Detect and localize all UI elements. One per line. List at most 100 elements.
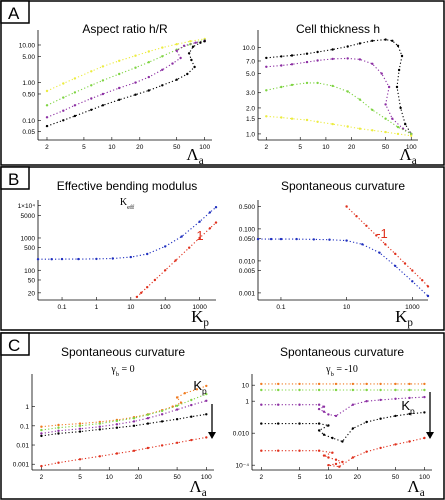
data-point-black	[277, 422, 280, 425]
data-point-green	[277, 388, 280, 392]
x-tick-label: 2	[45, 144, 49, 151]
series-line-green	[266, 82, 412, 135]
kp-arrow-label: Kp	[401, 398, 415, 416]
data-point-purple	[358, 58, 362, 61]
x-tick-label: 2	[40, 474, 44, 481]
x-tick-label: 10	[108, 144, 116, 151]
chart-spontaneous-curvature-b: 0.1 10 1000 0.001 0.005 0.010 0.050 0.100 0.500 S…	[239, 179, 430, 329]
kp-arrow-head	[426, 432, 434, 439]
y-tick-label: 100	[24, 268, 35, 275]
panel-b-label: B	[8, 170, 19, 189]
data-point-green	[394, 388, 397, 392]
data-point-red	[132, 449, 136, 452]
x-tick-label: 20	[135, 474, 143, 481]
panel-b-tab	[0, 166, 30, 190]
y-tick-label: 1	[245, 399, 249, 406]
panel-c-frame	[0, 332, 445, 500]
x-tick-label: 20	[354, 474, 362, 481]
data-point-purple	[379, 398, 382, 402]
data-point-green	[175, 404, 179, 407]
x-tick-label: 50	[173, 144, 181, 151]
y-tick-label: 1.5	[246, 116, 255, 123]
series-line-purple	[266, 57, 412, 135]
data-point-purple	[175, 408, 179, 411]
chart-title: Cell thickness h	[296, 22, 380, 36]
y-tick-label: 20	[28, 290, 36, 297]
x-tick-label: 2	[259, 474, 263, 481]
data-point-red	[190, 438, 193, 442]
chart-title: Aspect ratio h/R	[82, 22, 168, 36]
chart-cell-thickness: 2 5 10 20 50 100 1.0 1.5 2.0 3.0 5.0 7.0 10.0 Cell th…	[242, 22, 418, 167]
y-tick-label: 1000	[21, 235, 36, 242]
y-tick-label: 0.10	[22, 118, 35, 125]
data-point-yellow	[331, 122, 334, 126]
x-tick-label: 100	[160, 304, 171, 311]
data-point-purple	[331, 57, 334, 61]
series-line-black	[266, 39, 412, 135]
x-tick-label: 100	[201, 474, 212, 481]
panel-b-frame	[0, 166, 445, 331]
y-tick-label: 0.005	[239, 268, 256, 275]
chart-spontaneous-curvature-c-right: 2 5 10 20 50 100 10⁻⁴ 0.010 1 10 Spontaneous curva…	[233, 345, 434, 499]
series-line-yellow	[266, 115, 412, 137]
series-line-green	[41, 393, 207, 431]
series-line-black	[41, 413, 207, 437]
data-point-yellow	[175, 43, 178, 46]
y-tick-label: 3.0	[246, 90, 255, 97]
y-tick-label: 0.100	[239, 226, 256, 233]
y-tick-label: 500	[24, 245, 35, 252]
data-point-black	[408, 412, 411, 416]
slope-label: 1	[196, 228, 203, 243]
data-point-black	[331, 48, 334, 51]
series-line-purple	[261, 396, 425, 417]
data-point-yellow	[280, 116, 283, 119]
chart-subtitle: γb = 0	[110, 364, 134, 378]
data-point-orange	[408, 382, 411, 386]
data-point-green	[396, 125, 400, 129]
panel-a-frame	[0, 0, 445, 166]
data-point-black	[394, 414, 397, 418]
data-point-green	[365, 388, 368, 392]
data-point-black	[118, 98, 121, 102]
data-point-yellow	[358, 127, 362, 130]
y-tick-label: 2.0	[246, 105, 255, 112]
data-point-orange	[277, 382, 280, 386]
x-tick-label: 10	[343, 304, 351, 311]
data-point-blue	[312, 238, 315, 241]
x-tick-label: 100	[419, 474, 430, 481]
y-tick-label: 10.00	[19, 42, 36, 49]
y-tick-label: 0.001	[239, 290, 256, 297]
data-point-orange	[394, 382, 397, 386]
y-tick-label: 0.001	[13, 462, 30, 469]
x-tick-label: 100	[406, 144, 417, 151]
data-point-green	[351, 388, 355, 392]
data-point-red	[277, 449, 280, 452]
y-tick-label: 7.0	[246, 58, 255, 65]
data-point-black	[134, 93, 137, 96]
x-tick-label: 1000	[405, 304, 420, 311]
data-point-yellow	[290, 117, 294, 120]
y-tick-label: 1.00	[22, 80, 35, 87]
data-point-purple	[408, 396, 411, 400]
series-line-blue	[38, 206, 217, 260]
y-tick-label: 1×10⁴	[18, 203, 36, 210]
data-point-black	[205, 413, 208, 416]
series-line-black	[261, 411, 425, 443]
series-line-red	[261, 437, 425, 468]
y-tick-label: 0.500	[239, 204, 256, 211]
x-tick-label: 20	[136, 144, 144, 151]
data-point-black	[371, 39, 374, 42]
y-tick-label: 10	[242, 383, 250, 390]
y-tick-label: 5000	[21, 213, 36, 220]
y-tick-label: 1.0	[246, 131, 255, 138]
data-point-red	[394, 443, 397, 446]
panel-a-tab	[0, 0, 30, 24]
series-line-purple	[41, 400, 207, 435]
x-tick-label: 10	[322, 144, 330, 151]
chart-title: Spontaneous curvature	[61, 345, 185, 359]
x-tick-label: 50	[173, 474, 181, 481]
data-point-red	[140, 291, 143, 294]
x-tick-label: 20	[348, 144, 356, 151]
x-tick-label: 1	[95, 304, 99, 311]
